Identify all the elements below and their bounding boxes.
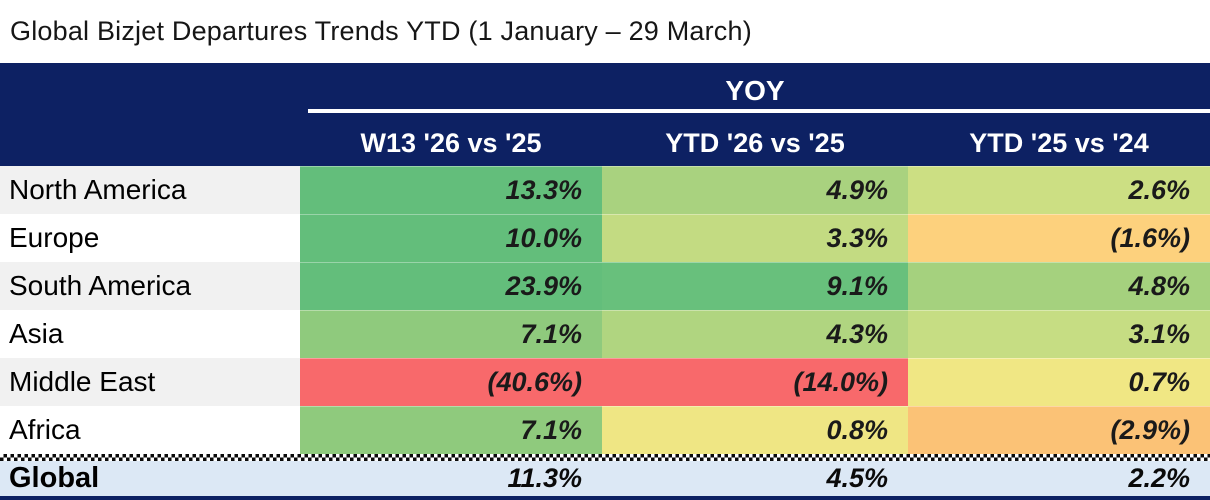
table-row-europe: Europe 10.0% 3.3% (1.6%)	[0, 214, 1210, 262]
heatmap-cell: 7.1%	[300, 406, 602, 454]
heatmap-cell: (40.6%)	[300, 358, 602, 406]
table-bottom-border	[0, 496, 1210, 500]
heatmap-cell: (14.0%)	[602, 358, 908, 406]
heatmap-cell: 0.7%	[908, 358, 1210, 406]
group-header-yoy: YOY	[725, 75, 785, 106]
heatmap-cell: 23.9%	[300, 262, 602, 310]
column-header-row: W13 '26 vs '25 YTD '26 vs '25 YTD '25 vs…	[0, 113, 1210, 166]
region-label: Africa	[0, 406, 300, 454]
group-header-row: YOY	[0, 63, 1210, 109]
heatmap-cell: 2.6%	[908, 166, 1210, 214]
page-title: Global Bizjet Departures Trends YTD (1 J…	[10, 16, 752, 46]
column-header-ytd25: YTD '25 vs '24	[969, 128, 1149, 158]
column-header-w13: W13 '26 vs '25	[360, 128, 542, 158]
table-row-africa: Africa 7.1% 0.8% (2.9%)	[0, 406, 1210, 454]
heatmap-cell: 3.1%	[908, 310, 1210, 358]
heatmap-cell: (1.6%)	[908, 214, 1210, 262]
region-label: Europe	[0, 214, 300, 262]
heatmap-cell: 0.8%	[602, 406, 908, 454]
heatmap-cell: (2.9%)	[908, 406, 1210, 454]
column-header-region	[0, 136, 300, 144]
region-label: South America	[0, 262, 300, 310]
heatmap-cell: 13.3%	[300, 166, 602, 214]
region-label: North America	[0, 166, 300, 214]
title-bar: Global Bizjet Departures Trends YTD (1 J…	[0, 0, 1210, 63]
table-row-south-america: South America 23.9% 9.1% 4.8%	[0, 262, 1210, 310]
total-divider-border	[0, 454, 1210, 461]
table-row-global-total: Global 11.3% 4.5% 2.2%	[0, 461, 1210, 496]
table-row-asia: Asia 7.1% 4.3% 3.1%	[0, 310, 1210, 358]
total-cell: 11.3%	[507, 463, 582, 493]
region-label: Asia	[0, 310, 300, 358]
total-cell: 2.2%	[1128, 463, 1190, 493]
heatmap-cell: 3.3%	[602, 214, 908, 262]
heatmap-cell: 7.1%	[300, 310, 602, 358]
heatmap-cell: 10.0%	[300, 214, 602, 262]
heatmap-cell: 4.3%	[602, 310, 908, 358]
heatmap-cell: 9.1%	[602, 262, 908, 310]
region-label: Middle East	[0, 358, 300, 406]
heatmap-cell: 4.9%	[602, 166, 908, 214]
heatmap-cell: 4.8%	[908, 262, 1210, 310]
table-row-north-america: North America 13.3% 4.9% 2.6%	[0, 166, 1210, 214]
region-label: Global	[9, 462, 100, 494]
total-cell: 4.5%	[826, 463, 888, 493]
table-header: YOY W13 '26 vs '25 YTD '26 vs '25 YTD '2…	[0, 63, 1210, 166]
table-row-middle-east: Middle East (40.6%) (14.0%) 0.7%	[0, 358, 1210, 406]
group-header-underline	[308, 109, 1210, 113]
column-header-ytd26: YTD '26 vs '25	[665, 128, 845, 158]
